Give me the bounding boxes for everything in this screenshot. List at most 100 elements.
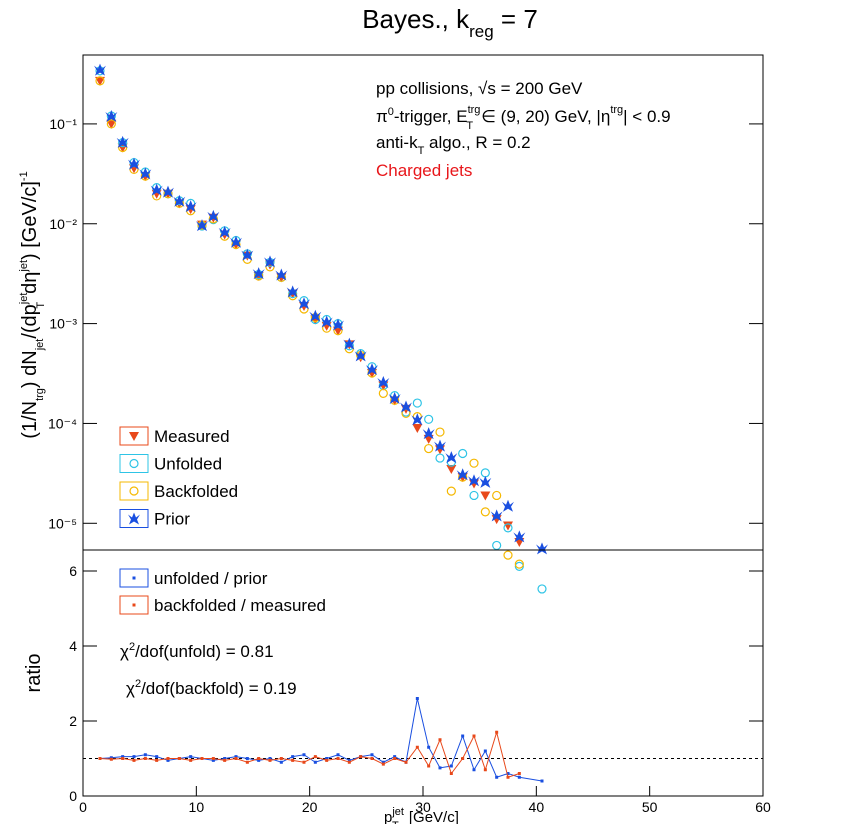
- data-point: [320, 315, 333, 328]
- title-part: reg: [469, 22, 494, 41]
- data-point: [434, 439, 446, 452]
- x-tick-label: 30: [415, 799, 431, 815]
- legend-swatch: [119, 454, 149, 473]
- data-point: [422, 427, 435, 440]
- annotation-part: /dof(unfold) = 0.81: [135, 642, 273, 661]
- legend-label: Measured: [154, 427, 230, 446]
- data-point: [536, 542, 548, 555]
- data-point: [196, 219, 208, 232]
- legend-marker: [129, 432, 139, 441]
- y-axis-label: ratio: [23, 654, 45, 693]
- data-point: [332, 318, 344, 331]
- data-point: [207, 209, 220, 222]
- legend-marker: [129, 458, 139, 469]
- data-point: [400, 400, 412, 413]
- label-part: -1: [18, 171, 30, 181]
- legend-swatch: [119, 509, 149, 528]
- data-point: [480, 507, 490, 517]
- x-tick-label: 0: [79, 799, 87, 815]
- y-tick-label: 4: [69, 638, 77, 654]
- data-point: [298, 297, 310, 310]
- label-part: jet: [391, 806, 404, 818]
- data-point: [218, 225, 231, 238]
- data-point: [343, 337, 356, 350]
- y-axis-label: (1/Ntrg) dNjet/(dpjetTdηjet) [GeV/c]-1: [18, 171, 47, 438]
- annotation-part: 2: [129, 641, 135, 653]
- data-point: [412, 424, 423, 434]
- annotation-part: algo., R = 0.2: [424, 133, 530, 152]
- data-point: [105, 110, 118, 123]
- data-point: [411, 413, 424, 426]
- data-point: [458, 448, 468, 459]
- data-point: [435, 427, 445, 437]
- annotation-part: trg: [610, 104, 623, 116]
- label-part: trg: [34, 388, 46, 401]
- legend-marker: [132, 576, 136, 580]
- label-part: jet: [34, 339, 46, 352]
- data-point: [435, 453, 445, 463]
- legend-label: backfolded / measured: [154, 596, 326, 615]
- legend-swatch: [119, 568, 149, 588]
- y-tick-label: 0: [69, 788, 77, 804]
- label-part: /(dp: [19, 304, 41, 338]
- annotation-part: anti-k: [376, 133, 418, 152]
- title-part: = 7: [494, 4, 538, 34]
- ratio-line: [99, 698, 543, 782]
- data-point: [479, 475, 492, 488]
- legend-marker: [128, 512, 140, 525]
- data-point: [492, 540, 502, 551]
- annotation-part: 0: [388, 106, 394, 118]
- legend-marker: [132, 603, 136, 607]
- data-point: [456, 468, 469, 481]
- annotation-part: trg: [468, 104, 481, 116]
- data-point: [275, 268, 288, 281]
- data-point: [264, 255, 276, 268]
- data-point: [446, 486, 456, 496]
- legend-swatch: [119, 595, 149, 615]
- data-point: [490, 509, 503, 522]
- legend-marker: [129, 486, 139, 496]
- label-part: ) [GeV/c]: [19, 181, 41, 260]
- data-point: [230, 235, 242, 248]
- annotation: χ2/dof(backfold) = 0.19: [126, 678, 297, 698]
- data-point: [128, 157, 140, 170]
- data-point: [503, 521, 513, 531]
- annotation: pp collisions, √s = 200 GeV: [376, 79, 583, 98]
- data-point: [503, 550, 513, 560]
- annotation: anti-kT algo., R = 0.2: [376, 133, 531, 157]
- label-part: p: [384, 809, 392, 824]
- x-tick-label: 20: [302, 799, 318, 815]
- annotation-part: χ: [126, 679, 135, 698]
- data-point: [366, 363, 378, 376]
- data-point: [309, 309, 322, 322]
- data-point: [150, 183, 163, 196]
- data-point: [502, 499, 514, 512]
- annotation-part: /dof(backfold) = 0.19: [141, 679, 296, 698]
- title-part: Bayes., k: [362, 4, 470, 34]
- y-tick-label: 10⁻⁵: [48, 515, 77, 531]
- annotation: Charged jets: [376, 161, 472, 180]
- annotation-part: π: [376, 107, 388, 126]
- data-point: [162, 185, 174, 198]
- data-point: [492, 490, 502, 501]
- data-point: [95, 76, 105, 86]
- label-part: ) dN: [19, 350, 41, 388]
- legend-label: Unfolded: [154, 455, 222, 474]
- data-point: [94, 63, 106, 76]
- x-tick-label: 40: [529, 799, 545, 815]
- label-part: [GeV/c]: [405, 809, 459, 824]
- y-tick-label: 6: [69, 563, 77, 579]
- data-point: [139, 167, 152, 180]
- label-part: dη: [19, 272, 41, 294]
- data-point: [503, 523, 513, 533]
- data-point: [514, 561, 524, 571]
- data-point: [388, 391, 401, 404]
- annotation-part: T: [418, 145, 425, 157]
- data-point: [469, 458, 479, 468]
- legend-swatch: [119, 481, 149, 501]
- data-point: [377, 376, 390, 389]
- legend-label: Backfolded: [154, 482, 238, 501]
